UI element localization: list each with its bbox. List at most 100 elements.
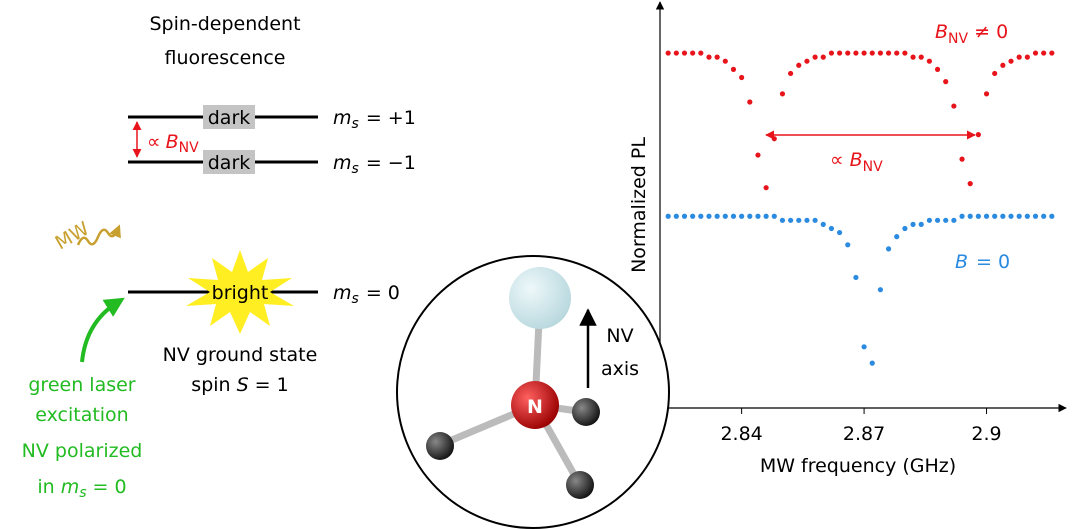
data-point xyxy=(968,181,973,186)
data-point xyxy=(723,59,728,64)
data-point xyxy=(902,50,907,55)
symbol: S xyxy=(237,374,249,396)
vacancy xyxy=(509,267,571,329)
data-point xyxy=(731,67,736,72)
data-point xyxy=(813,55,818,60)
level-label: ms= 0 xyxy=(333,282,400,307)
value: = +1 xyxy=(366,107,416,129)
symbol: B xyxy=(850,149,863,171)
data-point xyxy=(992,214,997,219)
data-point xyxy=(723,214,728,219)
data-point xyxy=(1033,214,1038,219)
data-point xyxy=(788,71,793,76)
data-point xyxy=(910,55,915,60)
data-point xyxy=(682,214,687,219)
axis-label: NV xyxy=(606,325,633,347)
title: fluorescence xyxy=(165,47,286,69)
data-point xyxy=(788,218,793,223)
subscript: s xyxy=(352,291,359,307)
relation: = 0 xyxy=(976,251,1010,273)
data-point xyxy=(853,50,858,55)
data-point xyxy=(984,214,989,219)
data-point xyxy=(959,157,964,162)
atom-label: N xyxy=(527,396,543,418)
data-point xyxy=(772,214,777,219)
data-point xyxy=(959,214,964,219)
symbol: ∝ xyxy=(830,149,844,171)
data-point xyxy=(755,214,760,219)
data-point xyxy=(837,230,842,235)
data-point xyxy=(845,50,850,55)
data-point xyxy=(821,222,826,227)
data-point xyxy=(1041,50,1046,55)
data-point xyxy=(666,214,671,219)
data-point xyxy=(1041,214,1046,219)
data-point xyxy=(984,91,989,96)
figure: MW frequency (GHz) Normalized PL 2.842.8… xyxy=(0,0,1072,529)
data-point xyxy=(796,218,801,223)
data-point xyxy=(837,50,842,55)
data-point xyxy=(853,275,858,280)
data-point xyxy=(878,50,883,55)
data-point xyxy=(1049,50,1054,55)
annotation: BNV≠ 0 xyxy=(935,21,1008,47)
data-point xyxy=(739,75,744,80)
value: = 0 xyxy=(366,282,400,304)
data-point xyxy=(968,214,973,219)
carbon xyxy=(572,398,600,426)
ground-state: NV ground state xyxy=(163,344,318,366)
data-point xyxy=(690,50,695,55)
x-axis-label: MW frequency (GHz) xyxy=(760,455,956,477)
data-point xyxy=(674,214,679,219)
laser-line: NV polarized xyxy=(22,440,143,462)
splitting-label: ∝BNV xyxy=(147,131,199,156)
data-point xyxy=(886,50,891,55)
laser-line: inms= 0 xyxy=(37,476,126,501)
data-point xyxy=(976,132,981,137)
value: = −1 xyxy=(366,152,416,174)
carbon xyxy=(426,432,454,460)
data-point xyxy=(674,50,679,55)
laser-line: green laser xyxy=(28,374,135,396)
data-point xyxy=(772,136,777,141)
data-point xyxy=(951,218,956,223)
data-point xyxy=(1025,214,1030,219)
data-point xyxy=(731,214,736,219)
box-label: dark xyxy=(208,107,251,129)
symbol: m xyxy=(61,476,80,498)
data-point xyxy=(698,214,703,219)
data-point xyxy=(821,55,826,60)
data-point xyxy=(927,218,932,223)
data-point xyxy=(804,59,809,64)
data-point xyxy=(902,226,907,231)
data-point xyxy=(690,214,695,219)
data-point xyxy=(935,67,940,72)
carbon xyxy=(566,471,594,499)
box-label: dark xyxy=(208,152,251,174)
y-axis-label: Normalized PL xyxy=(628,137,650,273)
data-point xyxy=(715,55,720,60)
text: spin xyxy=(191,374,230,396)
data-point xyxy=(870,50,875,55)
value: = 0 xyxy=(93,476,127,498)
data-point xyxy=(927,59,932,64)
symbol: m xyxy=(333,152,352,174)
subscript: s xyxy=(352,116,359,132)
subscript: NV xyxy=(863,159,883,175)
data-point xyxy=(698,50,703,55)
data-point xyxy=(919,222,924,227)
nv-center: N NV axis xyxy=(397,256,669,528)
data-point xyxy=(706,55,711,60)
value: = 1 xyxy=(255,374,289,396)
data-point xyxy=(1008,59,1013,64)
data-point xyxy=(935,218,940,223)
data-point xyxy=(951,103,956,108)
subscript: s xyxy=(352,161,359,177)
data-point xyxy=(861,50,866,55)
data-point xyxy=(845,242,850,247)
data-point xyxy=(747,214,752,219)
relation: ≠ 0 xyxy=(974,21,1008,43)
data-point xyxy=(829,50,834,55)
data-point xyxy=(706,214,711,219)
